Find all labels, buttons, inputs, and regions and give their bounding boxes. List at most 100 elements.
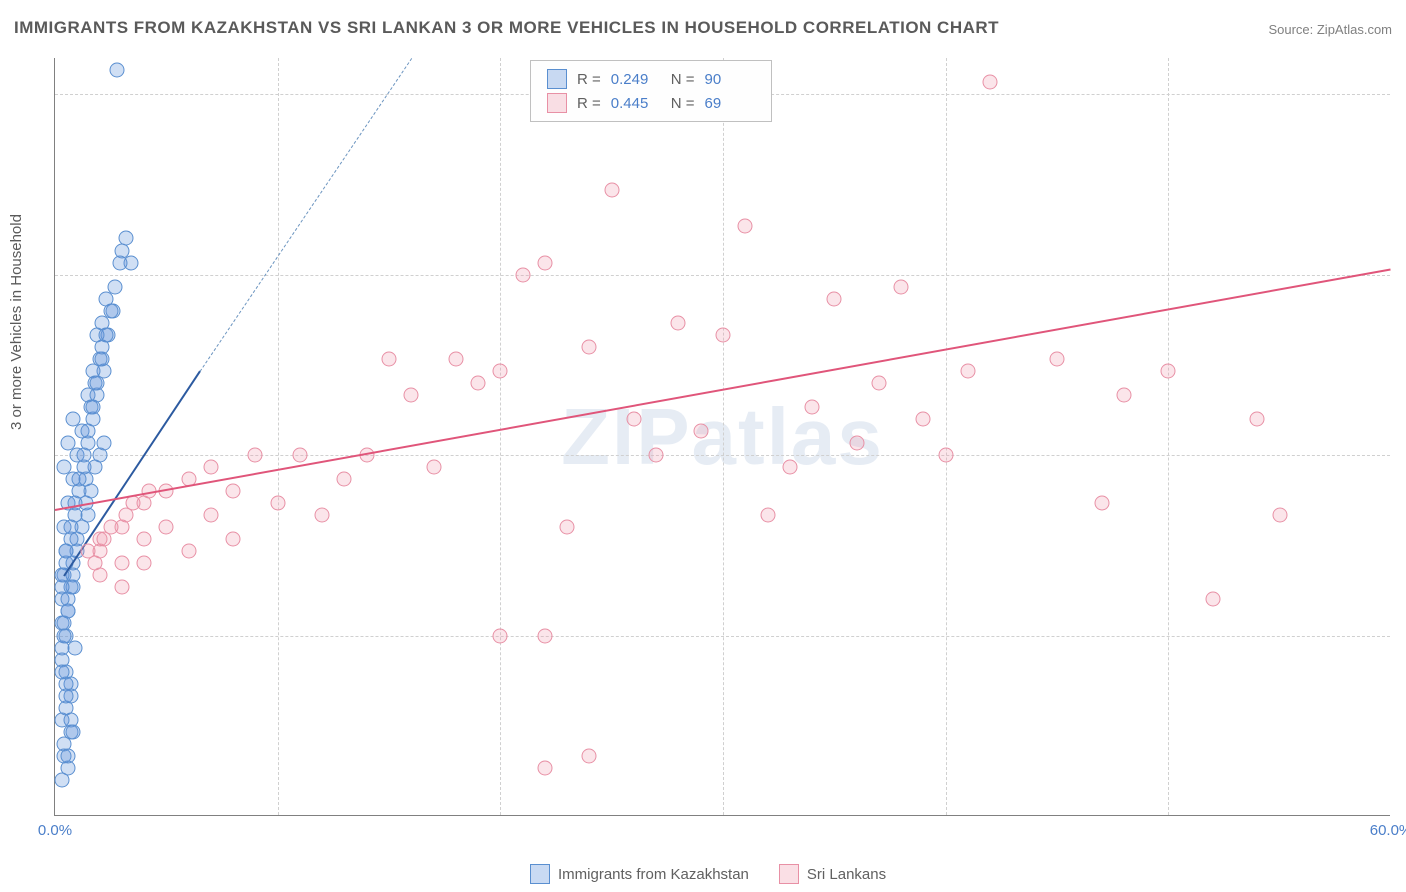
scatter-point [248,448,263,463]
scatter-point [671,315,686,330]
scatter-point [404,387,419,402]
scatter-point [582,748,597,763]
gridline-vertical [500,58,501,815]
scatter-point [119,231,134,246]
gridline-vertical [278,58,279,815]
scatter-point [56,460,71,475]
legend-label: Immigrants from Kazakhstan [558,866,749,883]
x-tick-label: 60.0% [1370,822,1406,839]
scatter-point [72,472,87,487]
scatter-point [537,255,552,270]
scatter-point [515,267,530,282]
trend-line [199,58,411,371]
series-legend: Immigrants from Kazakhstan Sri Lankans [530,864,886,884]
scatter-point [782,460,797,475]
scatter-point [226,532,241,547]
scatter-point [626,411,641,426]
scatter-point [61,604,76,619]
scatter-point [916,411,931,426]
scatter-point [1050,351,1065,366]
scatter-point [337,472,352,487]
scatter-point [738,219,753,234]
scatter-point [88,556,103,571]
scatter-point [760,508,775,523]
scatter-point [604,183,619,198]
scatter-point [960,363,975,378]
scatter-point [270,496,285,511]
r-label: R = [577,95,601,112]
r-label: R = [577,71,601,88]
scatter-point [1250,411,1265,426]
scatter-point [382,351,397,366]
scatter-point [159,520,174,535]
scatter-point [56,628,71,643]
scatter-point [96,436,111,451]
scatter-point [203,508,218,523]
scatter-point [85,399,100,414]
legend-swatch [779,864,799,884]
scatter-point [1161,363,1176,378]
r-value: 0.249 [611,71,661,88]
legend-row: R =0.445N =69 [547,91,755,115]
scatter-point [226,484,241,499]
scatter-point [448,351,463,366]
scatter-point [1272,508,1287,523]
scatter-point [471,375,486,390]
y-axis-label: 3 or more Vehicles in Household [8,214,25,430]
scatter-point [716,327,731,342]
scatter-point [63,520,78,535]
scatter-point [894,279,909,294]
scatter-point [983,75,998,90]
scatter-point [871,375,886,390]
scatter-chart: ZIPatlas 15.0%30.0%45.0%60.0%0.0%60.0% [54,58,1390,816]
scatter-point [805,399,820,414]
scatter-point [81,423,96,438]
scatter-point [108,279,123,294]
source-attribution: Source: ZipAtlas.com [1268,22,1392,37]
scatter-point [315,508,330,523]
legend-row: R =0.249N =90 [547,67,755,91]
scatter-point [54,664,69,679]
scatter-point [114,556,129,571]
scatter-point [292,448,307,463]
n-label: N = [671,95,695,112]
scatter-point [1094,496,1109,511]
legend-swatch [547,69,567,89]
scatter-point [1205,592,1220,607]
scatter-point [94,339,109,354]
scatter-point [59,688,74,703]
legend-label: Sri Lankans [807,866,886,883]
scatter-point [493,628,508,643]
legend-item: Immigrants from Kazakhstan [530,864,749,884]
scatter-point [537,628,552,643]
scatter-point [938,448,953,463]
scatter-point [110,63,125,78]
scatter-point [65,724,80,739]
scatter-point [1116,387,1131,402]
scatter-point [849,436,864,451]
scatter-point [103,303,118,318]
scatter-point [693,423,708,438]
scatter-point [103,520,118,535]
scatter-point [68,496,83,511]
scatter-point [649,448,664,463]
legend-item: Sri Lankans [779,864,886,884]
x-tick-label: 0.0% [38,822,72,839]
scatter-point [582,339,597,354]
n-value: 69 [705,95,755,112]
legend-swatch [530,864,550,884]
scatter-point [68,640,83,655]
scatter-point [137,556,152,571]
scatter-point [827,291,842,306]
chart-title: IMMIGRANTS FROM KAZAKHSTAN VS SRI LANKAN… [14,18,999,38]
scatter-point [54,772,69,787]
scatter-point [90,375,105,390]
scatter-point [493,363,508,378]
scatter-point [137,532,152,547]
scatter-point [537,760,552,775]
scatter-point [76,448,91,463]
gridline-vertical [946,58,947,815]
gridline-vertical [1168,58,1169,815]
legend-swatch [547,93,567,113]
scatter-point [61,748,76,763]
